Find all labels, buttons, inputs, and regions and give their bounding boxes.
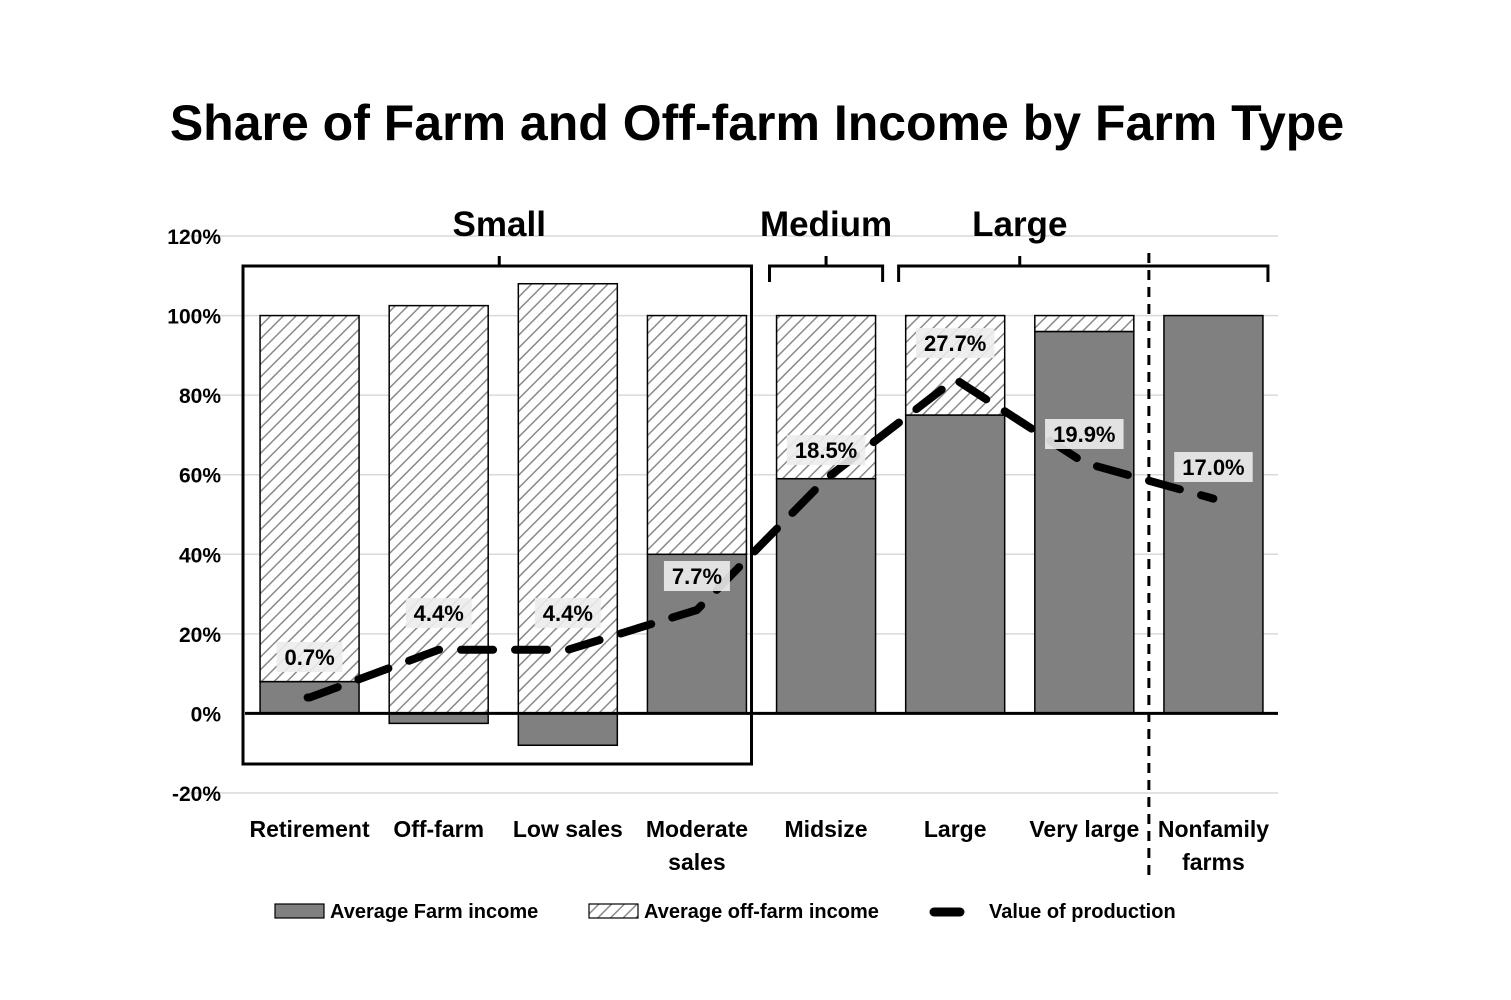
- y-axis-ticks: -20% 0% 20% 40% 60% 80% 100% 120%: [167, 226, 221, 806]
- legend-label: Average off-farm income: [644, 901, 879, 923]
- y-tick-label: 120%: [167, 226, 221, 249]
- bar-off-farm-income: [1034, 314, 1135, 333]
- x-tick-label: sales: [668, 849, 726, 875]
- bracket: [897, 264, 1270, 282]
- x-tick-label: Large: [924, 816, 987, 842]
- bar-farm-income: [517, 712, 619, 747]
- data-label: 19.9%: [1053, 422, 1115, 447]
- legend-swatch-farm: [274, 903, 325, 919]
- data-label-bg: [1174, 452, 1253, 482]
- legend-swatch-offfarm: [588, 903, 639, 919]
- bracket: [768, 264, 885, 282]
- chart-title: Share of Farm and Off-farm Income by Far…: [170, 95, 1344, 151]
- x-tick-label: Midsize: [785, 816, 868, 842]
- legend-label: Value of production: [989, 901, 1176, 923]
- x-tick-label: farms: [1182, 849, 1245, 875]
- bar-farm-income: [1163, 314, 1264, 715]
- y-tick-label: 60%: [179, 465, 221, 488]
- bars: [259, 282, 1264, 747]
- data-label-bg: [534, 598, 601, 628]
- y-tick-label: 40%: [179, 544, 221, 567]
- x-tick-label: Retirement: [249, 816, 369, 842]
- value-of-production-line: [303, 375, 1218, 702]
- data-label-bg: [786, 435, 866, 465]
- group-label: Small: [453, 205, 546, 244]
- data-label-bg: [915, 328, 995, 358]
- bar-farm-income: [904, 414, 1006, 715]
- data-label-bg: [276, 642, 343, 672]
- group-label: Large: [972, 205, 1067, 244]
- data-label-bg: [663, 561, 730, 591]
- data-label: 27.7%: [924, 331, 986, 356]
- data-label: 4.4%: [543, 601, 593, 626]
- data-label: 18.5%: [795, 438, 857, 463]
- x-axis-categories: Retirement Off-farm Low sales Moderate sales…: [249, 816, 1269, 875]
- y-tick-label: 100%: [167, 306, 221, 329]
- x-tick-label: Very large: [1029, 816, 1139, 842]
- data-label: 17.0%: [1182, 455, 1244, 480]
- small-box: [241, 264, 753, 766]
- legend-label: Average Farm income: [330, 901, 538, 923]
- data-label: 7.7%: [672, 564, 722, 589]
- bar-off-farm-income: [646, 314, 748, 556]
- y-tick-label: 80%: [179, 385, 221, 408]
- data-label: 4.4%: [414, 601, 464, 626]
- series-line: [303, 375, 1218, 702]
- y-tick-label: -20%: [172, 783, 221, 806]
- x-tick-label: Off-farm: [393, 816, 484, 842]
- bar-off-farm-income: [259, 314, 360, 683]
- x-tick-label: Moderate: [646, 816, 748, 842]
- x-tick-label: Nonfamily: [1158, 816, 1269, 842]
- data-label-bg: [1045, 419, 1124, 449]
- legend: Average Farm income Average off-farm inco…: [274, 901, 1176, 923]
- data-labels: 0.7% 4.4% 4.4% 7.7% 18.5% 27.7% 19.9% 17.0%: [276, 328, 1253, 672]
- y-tick-label: 20%: [179, 624, 221, 647]
- data-label-bg: [405, 598, 472, 628]
- group-brackets: Small Medium Large: [453, 205, 1270, 282]
- bar-farm-income: [1034, 330, 1135, 715]
- data-label: 0.7%: [284, 645, 334, 670]
- x-tick-label: Low sales: [513, 816, 623, 842]
- bar-off-farm-income: [388, 304, 489, 715]
- group-label: Medium: [760, 205, 892, 244]
- small-group-box: [241, 264, 753, 766]
- y-tick-label: 0%: [191, 703, 222, 726]
